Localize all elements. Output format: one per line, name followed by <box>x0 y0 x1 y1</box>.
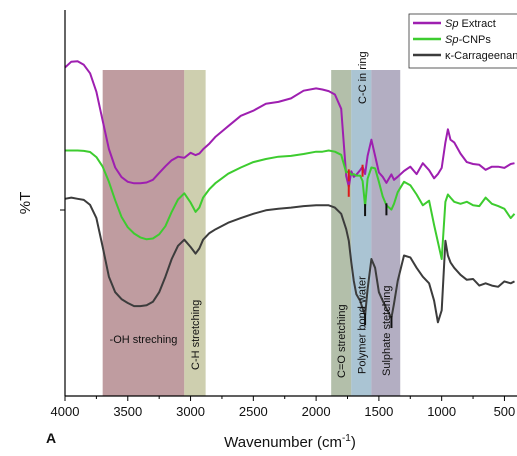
band-3 <box>351 70 372 396</box>
band-label-layer: -OH streching C-H stretching C=O stretchin… <box>110 276 393 378</box>
band-label-4: Sulphate stetching <box>381 285 393 376</box>
x-axis-title-main: Wavenumber (cm <box>224 434 342 451</box>
series-layer <box>64 60 516 324</box>
band-label-3: Polymer bond water <box>356 276 368 374</box>
x-tick-label-0: 4000 <box>51 404 80 419</box>
band-label-1: C-H stretching <box>190 300 202 370</box>
x-axis-title-superscript: -1 <box>342 433 351 444</box>
legend-label-prefix-1: Sp- <box>445 34 462 46</box>
x-tick-label-7: 500 <box>494 404 516 419</box>
legend-label-1: Sp-CNPs <box>445 34 491 46</box>
legend-label-2: κ-Carrageenan <box>445 50 517 62</box>
band-0 <box>102 70 185 396</box>
series-line-0 <box>64 60 515 188</box>
legend: Sp Extract Sp-CNPs κ-Carrageenan <box>408 13 517 69</box>
x-tick-label-3: 2500 <box>239 404 268 419</box>
legend-label-name-0: Extract <box>458 18 495 30</box>
x-tick-label-5: 1500 <box>364 404 393 419</box>
legend-label-prefix-0: Sp <box>445 18 458 30</box>
y-axis-title: %T <box>17 192 34 215</box>
x-axis-title: Wavenumber (cm-1) <box>224 433 356 451</box>
legend-label-0: Sp Extract <box>445 18 496 30</box>
series-line-2 <box>64 196 515 324</box>
x-tick-label-2: 3000 <box>176 404 205 419</box>
band-label-0: -OH streching <box>110 334 178 346</box>
x-tick-label-1: 3500 <box>113 404 142 419</box>
legend-label-name-1: CNPs <box>462 34 491 46</box>
x-tick-layer: 4000 3500 3000 2500 2000 1500 1000 500 <box>51 209 516 419</box>
top-annotation: C-C in ring <box>357 51 369 104</box>
band-label-2: C=O stretching <box>336 304 348 378</box>
x-tick-label-6: 1000 <box>427 404 456 419</box>
legend-entries: Sp Extract Sp-CNPs κ-Carrageenan <box>413 18 517 62</box>
panel-label: A <box>46 430 56 446</box>
peak-marker-layer <box>347 164 393 329</box>
band-4 <box>371 70 401 396</box>
x-tick-label-4: 2000 <box>302 404 331 419</box>
series-line-1 <box>65 149 516 260</box>
x-axis-title-close: ) <box>351 434 356 451</box>
